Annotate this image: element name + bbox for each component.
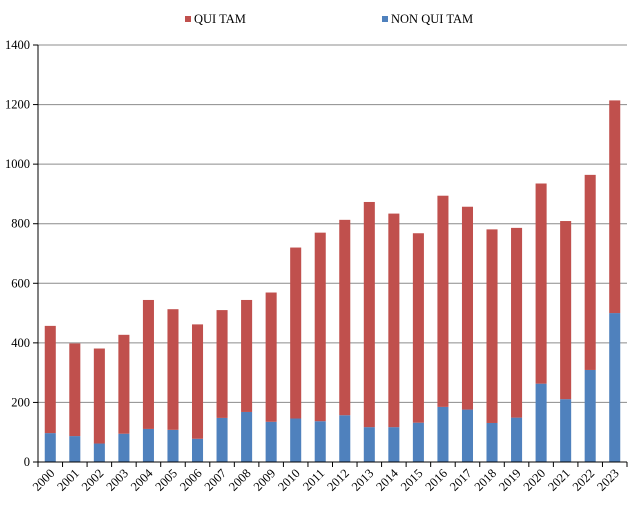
bar-qui-tam-2015 bbox=[412, 233, 424, 423]
x-tick-label: 2002 bbox=[79, 466, 107, 494]
bar-qui-tam-2021 bbox=[560, 221, 572, 400]
x-tick-label: 2018 bbox=[472, 466, 500, 494]
bar-non-qui-tam-2017 bbox=[461, 409, 474, 462]
gridlines bbox=[38, 44, 627, 403]
y-tick-label: 800 bbox=[11, 217, 30, 231]
legend-label: QUI TAM bbox=[194, 12, 246, 26]
bar-qui-tam-2003 bbox=[118, 334, 130, 434]
bar-qui-tam-2002 bbox=[93, 348, 105, 444]
x-tick-label: 2011 bbox=[300, 466, 327, 493]
bar-non-qui-tam-2002 bbox=[93, 443, 105, 462]
bar-qui-tam-2006 bbox=[191, 324, 204, 439]
bar-non-qui-tam-2013 bbox=[363, 427, 375, 462]
legend-swatch bbox=[185, 16, 191, 22]
bar-qui-tam-2018 bbox=[486, 229, 498, 423]
bar-non-qui-tam-2018 bbox=[486, 422, 498, 462]
bar-non-qui-tam-2015 bbox=[412, 422, 424, 462]
y-tick-label: 600 bbox=[11, 276, 30, 290]
bar-non-qui-tam-2001 bbox=[69, 436, 81, 462]
x-tick-label: 2005 bbox=[153, 466, 181, 494]
bar-qui-tam-2023 bbox=[609, 100, 621, 314]
bar-non-qui-tam-2006 bbox=[191, 438, 204, 462]
bar-qui-tam-2010 bbox=[290, 247, 302, 419]
bar-non-qui-tam-2009 bbox=[265, 421, 277, 462]
y-tick-label: 1000 bbox=[5, 157, 30, 171]
bar-qui-tam-2019 bbox=[511, 227, 523, 418]
legend-label: NON QUI TAM bbox=[391, 12, 473, 26]
bar-qui-tam-2009 bbox=[265, 292, 277, 422]
legend: QUI TAM NON QUI TAM bbox=[185, 12, 473, 26]
x-tick-label: 2016 bbox=[422, 466, 450, 494]
bar-non-qui-tam-2007 bbox=[216, 417, 228, 462]
bar-non-qui-tam-2005 bbox=[167, 429, 179, 462]
bar-qui-tam-2014 bbox=[388, 213, 400, 428]
bar-qui-tam-2001 bbox=[69, 343, 81, 437]
x-tick-label: 2022 bbox=[570, 466, 598, 494]
bar-non-qui-tam-2019 bbox=[511, 417, 523, 462]
x-tick-label: 2003 bbox=[103, 466, 131, 494]
bar-non-qui-tam-2012 bbox=[339, 415, 351, 462]
y-tick-label: 0 bbox=[24, 455, 30, 469]
bar-non-qui-tam-2016 bbox=[437, 406, 449, 462]
bar-qui-tam-2000 bbox=[44, 325, 56, 434]
x-tick-label: 2015 bbox=[398, 466, 426, 494]
bar-qui-tam-2022 bbox=[584, 174, 596, 370]
bar-qui-tam-2005 bbox=[167, 309, 179, 430]
bar-qui-tam-2004 bbox=[142, 299, 154, 429]
y-tick-label: 1400 bbox=[5, 38, 30, 52]
x-tick-label: 2010 bbox=[275, 466, 303, 494]
bar-non-qui-tam-2022 bbox=[584, 369, 596, 462]
x-tick-label: 2012 bbox=[324, 466, 352, 494]
x-tick-label: 2023 bbox=[594, 466, 622, 494]
y-tick-label: 400 bbox=[11, 336, 30, 350]
bar-non-qui-tam-2021 bbox=[560, 399, 572, 462]
bar-non-qui-tam-2008 bbox=[241, 411, 253, 462]
bar-non-qui-tam-2020 bbox=[535, 383, 547, 462]
bar-non-qui-tam-2023 bbox=[609, 313, 621, 462]
x-tick-label: 2017 bbox=[447, 466, 475, 494]
bar-non-qui-tam-2003 bbox=[118, 433, 130, 462]
y-tick-label: 1200 bbox=[5, 98, 30, 112]
bar-non-qui-tam-2000 bbox=[44, 433, 56, 462]
x-tick-label: 2021 bbox=[545, 466, 573, 494]
x-tick-label: 2019 bbox=[496, 466, 524, 494]
x-tick-label: 2020 bbox=[521, 466, 549, 494]
bar-qui-tam-2012 bbox=[339, 219, 351, 416]
x-tick-label: 2013 bbox=[349, 466, 377, 494]
bar-non-qui-tam-2014 bbox=[388, 427, 400, 462]
legend-swatch bbox=[382, 16, 388, 22]
x-tick-label: 2004 bbox=[128, 466, 156, 494]
x-tick-label: 2009 bbox=[251, 466, 279, 494]
bar-non-qui-tam-2004 bbox=[142, 428, 154, 462]
bar-qui-tam-2008 bbox=[241, 299, 253, 412]
x-tick-label: 2000 bbox=[30, 466, 58, 494]
x-tick-label: 2001 bbox=[54, 466, 82, 494]
x-tick-label: 2006 bbox=[177, 466, 205, 494]
bar-non-qui-tam-2011 bbox=[314, 421, 326, 462]
bar-qui-tam-2017 bbox=[461, 206, 474, 410]
x-tick-label: 2008 bbox=[226, 466, 254, 494]
bar-qui-tam-2016 bbox=[437, 195, 449, 407]
bar-qui-tam-2020 bbox=[535, 183, 547, 384]
bars bbox=[44, 100, 621, 462]
y-tick-label: 200 bbox=[11, 395, 30, 409]
bar-qui-tam-2007 bbox=[216, 310, 228, 418]
bar-qui-tam-2011 bbox=[314, 232, 326, 422]
bar-non-qui-tam-2010 bbox=[290, 418, 302, 462]
x-tick-label: 2014 bbox=[373, 466, 401, 494]
bar-qui-tam-2013 bbox=[363, 201, 375, 428]
x-tick-label: 2007 bbox=[202, 466, 230, 494]
